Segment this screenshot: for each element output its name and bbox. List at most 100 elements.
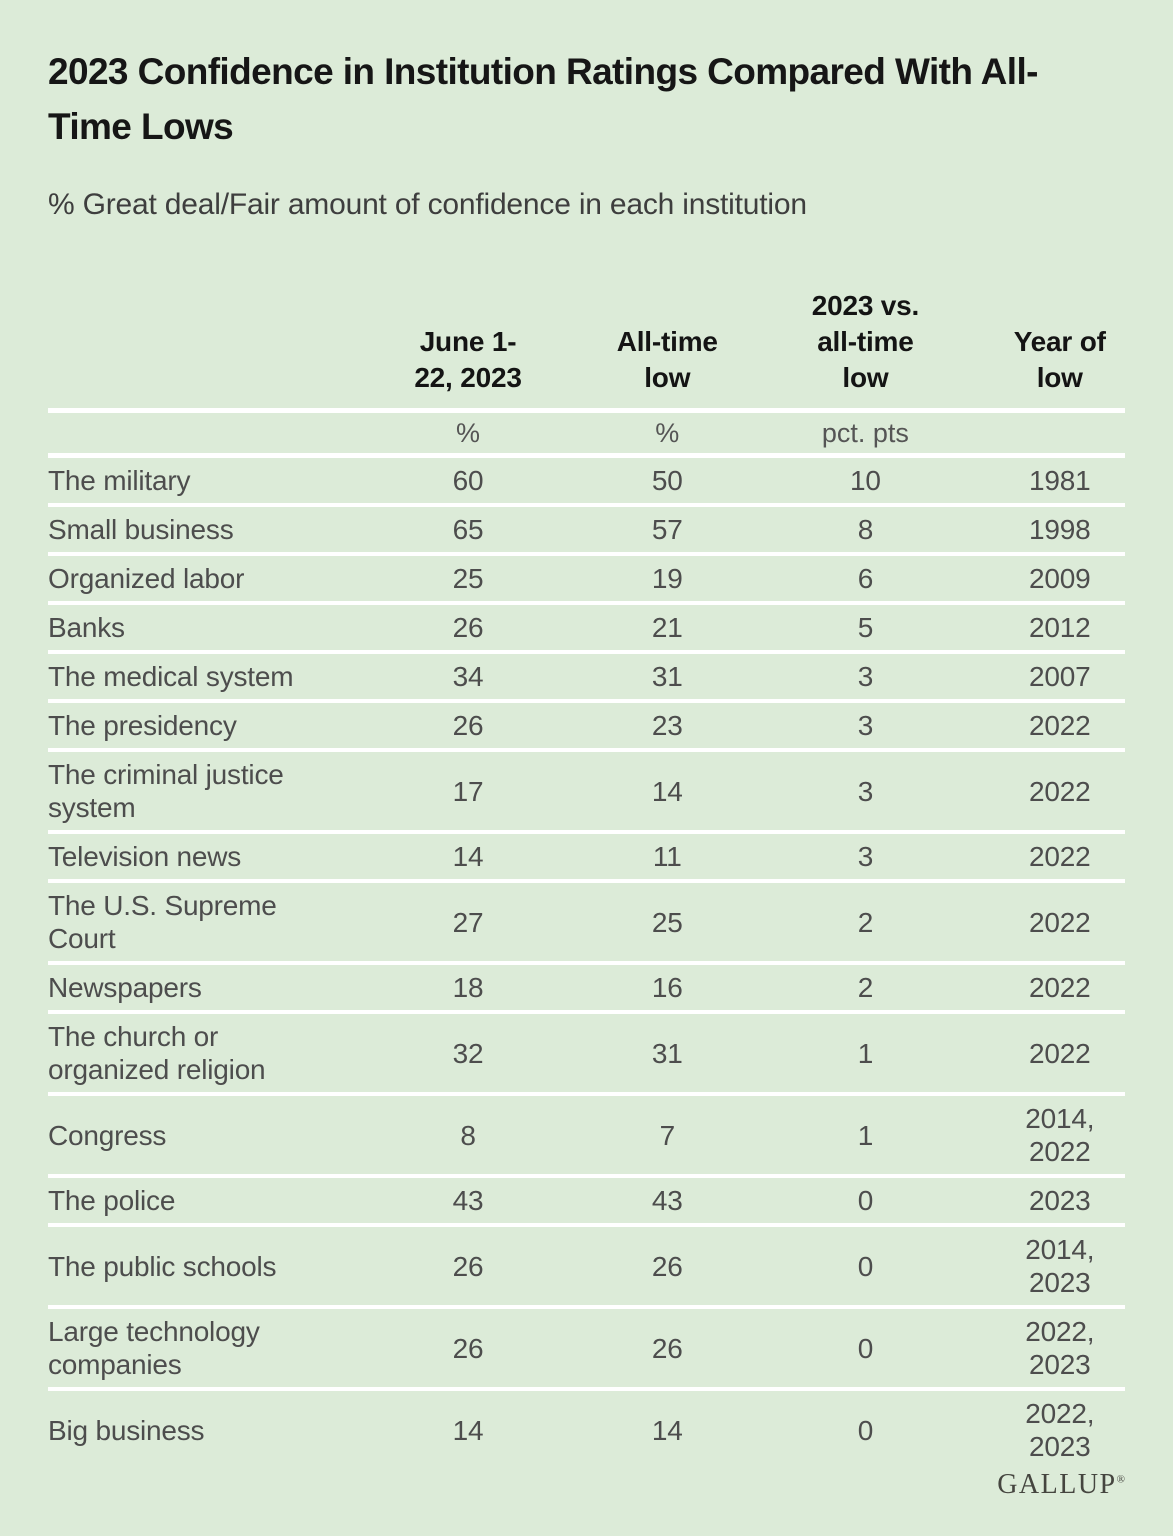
institution-cell: Small business	[48, 503, 368, 554]
table-row: Small business 65 57 8 1998	[48, 503, 1125, 554]
gallup-logo: GALLUP®	[48, 1469, 1125, 1501]
cell-2023-vs-low: 10	[850, 465, 881, 496]
cell-all-time-low: 25	[568, 879, 767, 963]
cell-all-time-low: 11	[568, 830, 767, 881]
institution-cell: The church or organized religion	[48, 1010, 368, 1094]
cell-june-2023: 32	[367, 1010, 569, 1094]
cell-june-2023: 8	[367, 1092, 569, 1176]
cell-2023-vs-low: 1	[766, 1092, 965, 1176]
cell-june-2023: 43	[367, 1174, 569, 1225]
registered-trademark-icon: ®	[1116, 1473, 1125, 1486]
cell-all-time-low: 19	[568, 552, 767, 603]
unit-all-time-low: %	[568, 408, 767, 458]
table-body: The military 60 50 10 1981 Small business 65 57…	[48, 456, 1125, 1469]
cell-2023-vs-low: 2	[766, 879, 965, 963]
institution-cell: The public schools	[48, 1223, 368, 1307]
table-row: The church or organized religion 32 31 1 202…	[48, 1010, 1125, 1094]
cell-2023-vs-low: 1	[766, 1010, 965, 1094]
table-row: The police 43 43 0 2023	[48, 1174, 1125, 1225]
cell-year-of-low: 2014, 2022	[964, 1092, 1125, 1176]
table-row: The medical system 34 31 3 2007	[48, 650, 1125, 701]
cell-2023-vs-low: 0	[766, 1223, 965, 1307]
cell-june-2023: 34	[367, 650, 569, 701]
institution-cell: Newspapers	[48, 961, 368, 1012]
institution-cell: Big business	[48, 1387, 368, 1469]
table-row: Large technology companies 26 26 0 2022, 202…	[48, 1305, 1125, 1389]
institution-cell: Congress	[48, 1092, 368, 1176]
institution-cell: Large technology companies	[48, 1305, 368, 1389]
table-row: Congress 8 7 1 2014, 2022	[48, 1092, 1125, 1176]
institution-cell: The police	[48, 1174, 368, 1225]
institution-cell: The military	[48, 465, 191, 496]
table-header-row: June 1- 22, 2023 All-time low 2023 vs. a…	[48, 288, 1125, 411]
column-header-year-of-low: Year of low	[1013, 326, 1106, 393]
table-row: Television news 14 11 3 2022	[48, 830, 1125, 881]
cell-all-time-low: 50	[651, 465, 683, 496]
cell-year-of-low: 2022	[964, 961, 1125, 1012]
column-header-2023-vs-low: 2023 vs. all-time low	[811, 290, 920, 393]
confidence-table: June 1- 22, 2023 All-time low 2023 vs. a…	[48, 288, 1125, 1469]
cell-all-time-low: 43	[568, 1174, 767, 1225]
cell-2023-vs-low: 8	[766, 503, 965, 554]
table-row: Banks 26 21 5 2012	[48, 601, 1125, 652]
column-header-june-2023: June 1- 22, 2023	[414, 326, 522, 393]
institution-cell: Organized labor	[48, 552, 368, 603]
table-row: Newspapers 18 16 2 2022	[48, 961, 1125, 1012]
column-header-all-time-low: All-time low	[616, 326, 718, 393]
cell-all-time-low: 14	[568, 748, 767, 832]
page-subtitle: % Great deal/Fair amount of confidence i…	[48, 188, 807, 221]
unit-2023-vs-low: pct. pts	[766, 408, 965, 458]
table-row: Organized labor 25 19 6 2009	[48, 552, 1125, 603]
cell-june-2023: 14	[367, 1387, 569, 1469]
table-row: The criminal justice system 17 14 3 2022	[48, 748, 1125, 832]
cell-all-time-low: 57	[568, 503, 767, 554]
cell-2023-vs-low: 6	[766, 552, 965, 603]
cell-year-of-low: 2009	[964, 552, 1125, 603]
institution-cell: Television news	[48, 830, 368, 881]
table-row: The military 60 50 10 1981	[48, 456, 1125, 506]
unit-year-of-low	[964, 408, 1125, 458]
cell-all-time-low: 14	[568, 1387, 767, 1469]
cell-year-of-low: 1998	[964, 503, 1125, 554]
cell-all-time-low: 7	[568, 1092, 767, 1176]
cell-june-2023: 25	[367, 552, 569, 603]
cell-june-2023: 60	[452, 465, 484, 496]
table-row: The U.S. Supreme Court 27 25 2 2022	[48, 879, 1125, 963]
cell-june-2023: 65	[367, 503, 569, 554]
cell-all-time-low: 21	[568, 601, 767, 652]
table-row: Big business 14 14 0 2022, 2023	[48, 1387, 1125, 1469]
cell-2023-vs-low: 3	[766, 748, 965, 832]
institution-cell: The medical system	[48, 650, 368, 701]
table-row: The presidency 26 23 3 2022	[48, 699, 1125, 750]
cell-year-of-low: 2007	[964, 650, 1125, 701]
cell-2023-vs-low: 2	[766, 961, 965, 1012]
cell-2023-vs-low: 3	[766, 650, 965, 701]
cell-all-time-low: 31	[568, 1010, 767, 1094]
cell-2023-vs-low: 5	[766, 601, 965, 652]
cell-june-2023: 14	[367, 830, 569, 881]
cell-all-time-low: 23	[568, 699, 767, 750]
cell-june-2023: 17	[367, 748, 569, 832]
unit-june-2023: %	[367, 408, 569, 458]
title-line-2: Time Lows	[48, 106, 234, 147]
cell-2023-vs-low: 0	[766, 1174, 965, 1225]
cell-year-of-low: 2022, 2023	[964, 1387, 1125, 1469]
institution-cell: Banks	[48, 601, 368, 652]
cell-year-of-low: 2012	[964, 601, 1125, 652]
cell-all-time-low: 16	[568, 961, 767, 1012]
cell-year-of-low: 2023	[964, 1174, 1125, 1225]
table-units-row: % % pct. pts	[48, 408, 1125, 458]
table-row: The public schools 26 26 0 2014, 2023	[48, 1223, 1125, 1307]
cell-june-2023: 18	[367, 961, 569, 1012]
cell-year-of-low: 2022	[964, 879, 1125, 963]
page-title: 2023 Confidence in Institution Ratings C…	[48, 44, 1125, 154]
cell-year-of-low: 2022	[964, 830, 1125, 881]
column-header-institution	[48, 288, 368, 411]
cell-year-of-low: 2014, 2023	[964, 1223, 1125, 1307]
cell-all-time-low: 26	[568, 1305, 767, 1389]
cell-june-2023: 26	[367, 601, 569, 652]
cell-june-2023: 27	[367, 879, 569, 963]
cell-2023-vs-low: 3	[766, 830, 965, 881]
cell-year-of-low: 2022	[964, 1010, 1125, 1094]
